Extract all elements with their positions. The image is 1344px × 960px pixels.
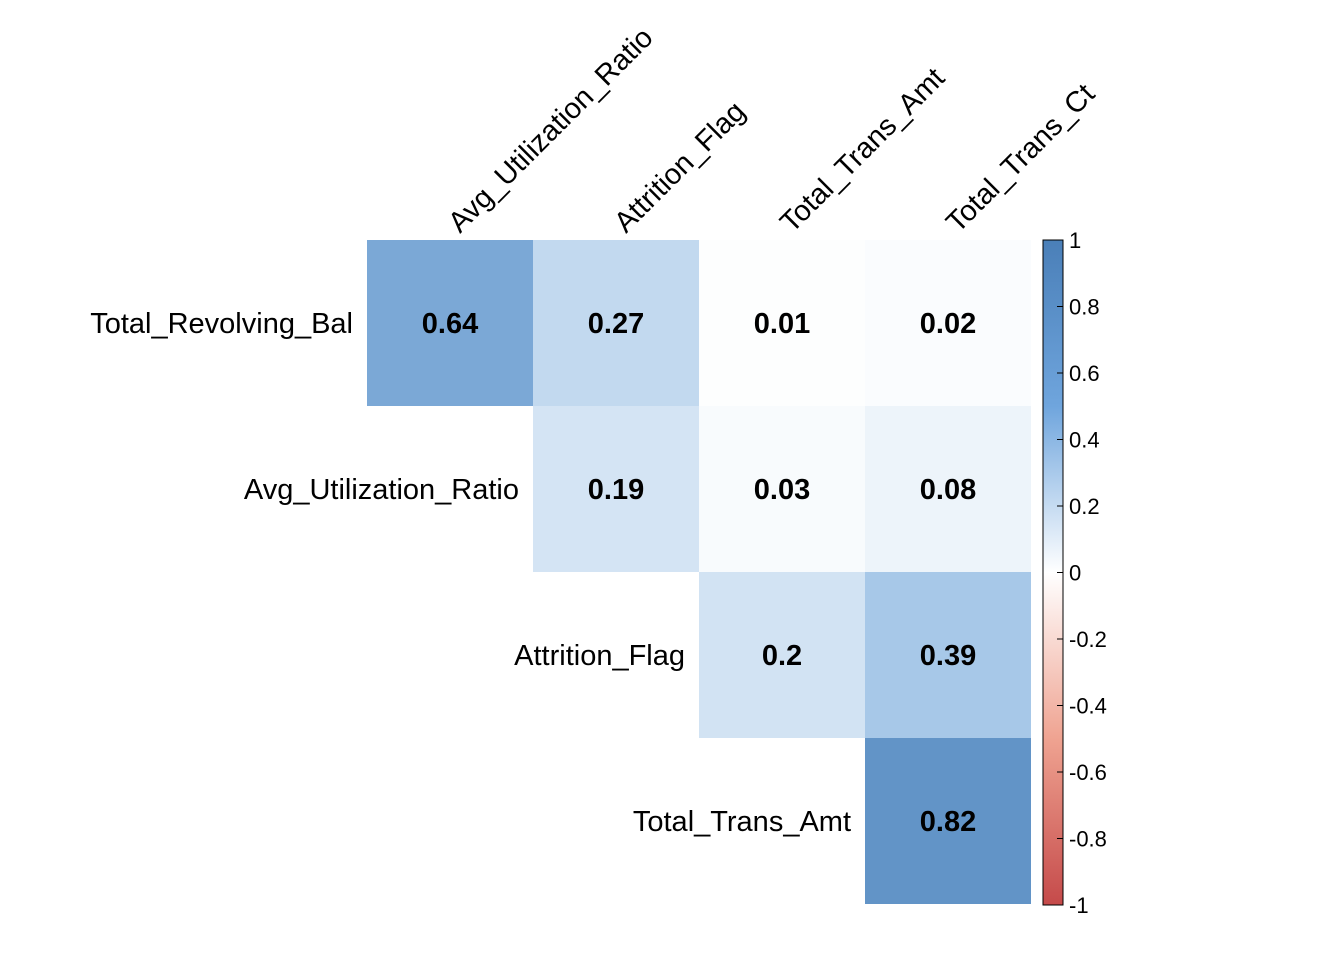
row-label: Avg_Utilization_Ratio xyxy=(244,474,519,506)
cell-value-label: 0.2 xyxy=(762,640,802,672)
heatmap-cell xyxy=(699,240,865,406)
cell-value-label: 0.64 xyxy=(422,308,478,340)
column-label: Attrition_Flag xyxy=(608,96,751,239)
row-labels: Total_Revolving_Bal Avg_Utilization_Ratio… xyxy=(90,308,851,838)
cells-layer: 0.64 0.27 0.01 0.02 0.19 0.03 0.08 0.2 0.39 0.82 xyxy=(367,240,1031,904)
heatmap-cell xyxy=(533,406,699,572)
row-label: Total_Trans_Amt xyxy=(633,806,851,838)
colorbar-tick-label: 0 xyxy=(1069,561,1081,586)
colorbar-tick-label: 0.4 xyxy=(1069,428,1100,453)
heatmap-cell xyxy=(367,240,533,406)
row-label: Total_Revolving_Bal xyxy=(90,308,353,340)
heatmap-cell xyxy=(699,406,865,572)
cell-value-label: 0.19 xyxy=(588,474,644,506)
column-label: Total_Trans_Ct xyxy=(940,78,1101,239)
cell-value-label: 0.03 xyxy=(754,474,810,506)
row-label: Attrition_Flag xyxy=(514,640,685,672)
heatmap-cell xyxy=(865,738,1031,904)
colorbar-tick-label: 0.6 xyxy=(1069,361,1100,386)
cell-value-label: 0.27 xyxy=(588,308,644,340)
cell-value-label: 0.39 xyxy=(920,640,976,672)
cell-value-label: 0.01 xyxy=(754,308,810,340)
colorbar-tick-label: -0.4 xyxy=(1069,694,1107,719)
column-label: Total_Trans_Amt xyxy=(774,62,951,239)
colorbar-tick-label: -0.6 xyxy=(1069,760,1107,785)
heatmap-cell xyxy=(533,240,699,406)
heatmap-cell xyxy=(865,406,1031,572)
heatmap-cell xyxy=(865,240,1031,406)
cell-value-label: 0.08 xyxy=(920,474,976,506)
colorbar-tick-label: -0.2 xyxy=(1069,627,1107,652)
colorbar-tick-label: 0.2 xyxy=(1069,494,1100,519)
colorbar: 1 0.8 0.6 0.4 0.2 0 -0.2 -0.4 -0.6 -0.8 -1 xyxy=(1042,228,1107,918)
colorbar-tick-label: -1 xyxy=(1069,893,1089,918)
heatmap-cell xyxy=(699,572,865,738)
cell-value-label: 0.82 xyxy=(920,806,976,838)
heatmap-cell xyxy=(865,572,1031,738)
colorbar-tick-label: -0.8 xyxy=(1069,827,1107,852)
colorbar-tick-label: 1 xyxy=(1069,228,1081,253)
cell-value-label: 0.02 xyxy=(920,308,976,340)
colorbar-tick-label: 0.8 xyxy=(1069,295,1100,320)
